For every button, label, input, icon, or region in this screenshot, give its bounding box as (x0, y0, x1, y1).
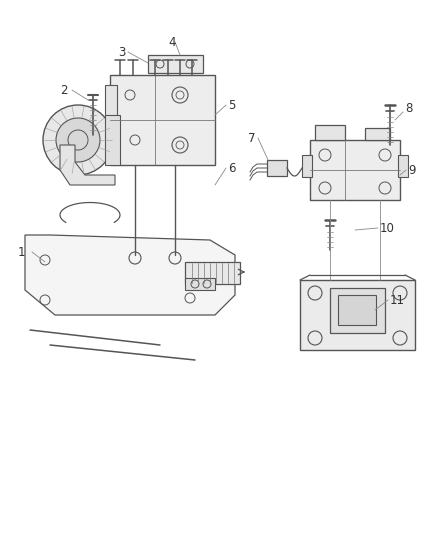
Bar (105, 85, 117, 155)
Text: 8: 8 (404, 101, 411, 115)
Circle shape (56, 118, 100, 162)
Text: 5: 5 (227, 99, 235, 111)
Text: 4: 4 (168, 36, 175, 49)
Bar (397, 155, 407, 177)
Text: 3: 3 (118, 45, 125, 59)
Bar (314, 125, 344, 140)
Text: 11: 11 (389, 294, 404, 306)
Bar (337, 295, 375, 325)
Text: 6: 6 (227, 161, 235, 174)
Text: 2: 2 (60, 84, 67, 96)
Text: 1: 1 (18, 246, 25, 259)
Bar (105, 115, 120, 165)
Text: 7: 7 (247, 132, 255, 144)
Bar (329, 288, 384, 333)
Polygon shape (60, 145, 115, 185)
Bar (301, 155, 311, 177)
Circle shape (43, 105, 113, 175)
Text: 9: 9 (407, 164, 414, 176)
Bar (266, 160, 286, 176)
Bar (184, 262, 240, 284)
Bar (184, 278, 215, 290)
Text: 10: 10 (379, 222, 394, 235)
Bar (364, 128, 389, 140)
Bar (309, 140, 399, 200)
Polygon shape (299, 280, 414, 350)
Polygon shape (25, 235, 234, 315)
Bar (148, 55, 202, 73)
Bar (110, 75, 215, 165)
